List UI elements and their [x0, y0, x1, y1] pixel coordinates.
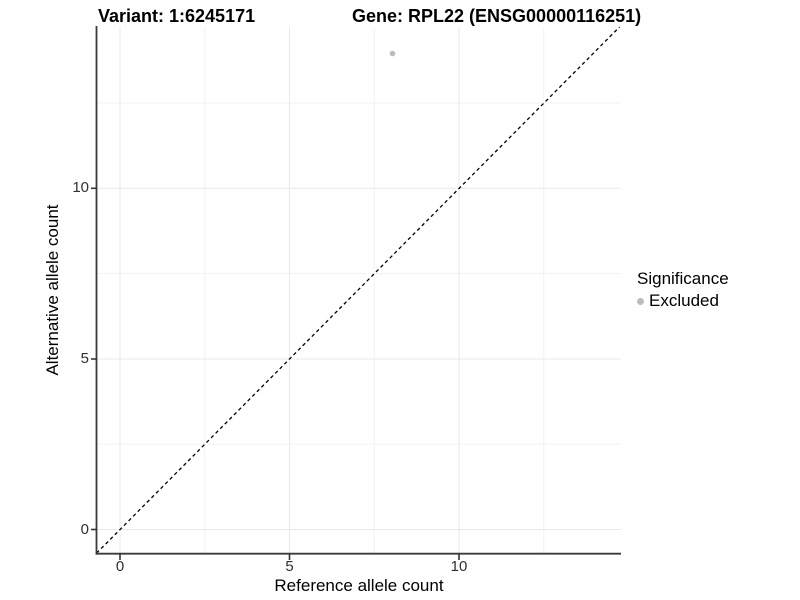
tick-marks: [91, 187, 460, 560]
x-tick-label-0: 0: [115, 558, 125, 575]
data-point-excluded: [389, 50, 396, 57]
x-tick-label-10: 10: [450, 558, 468, 575]
grid-major-lines: [96, 27, 621, 554]
identity-dashed-line: [96, 26, 620, 554]
grid-minor-lines: [96, 27, 621, 554]
legend-title: Significance: [637, 269, 729, 288]
axis-lines: [95, 26, 621, 555]
x-axis-title: Reference allele count: [274, 576, 444, 595]
legend-entry-excluded: Excluded: [637, 291, 729, 311]
variant-title: Variant: 1:6245171: [98, 6, 256, 26]
y-axis-title: Alternative allele count: [43, 204, 62, 376]
gene-title: Gene: RPL22 (ENSG00000116251): [352, 6, 642, 26]
x-tick-label-5: 5: [285, 558, 294, 575]
legend-entry-label: Excluded: [649, 291, 719, 310]
y-tick-label-10: 10: [72, 179, 89, 196]
excluded-point-icon: [637, 297, 644, 305]
y-tick-label-0: 0: [80, 520, 89, 538]
legend: Significance Excluded: [637, 269, 729, 311]
y-tick-label-5: 5: [80, 350, 89, 367]
